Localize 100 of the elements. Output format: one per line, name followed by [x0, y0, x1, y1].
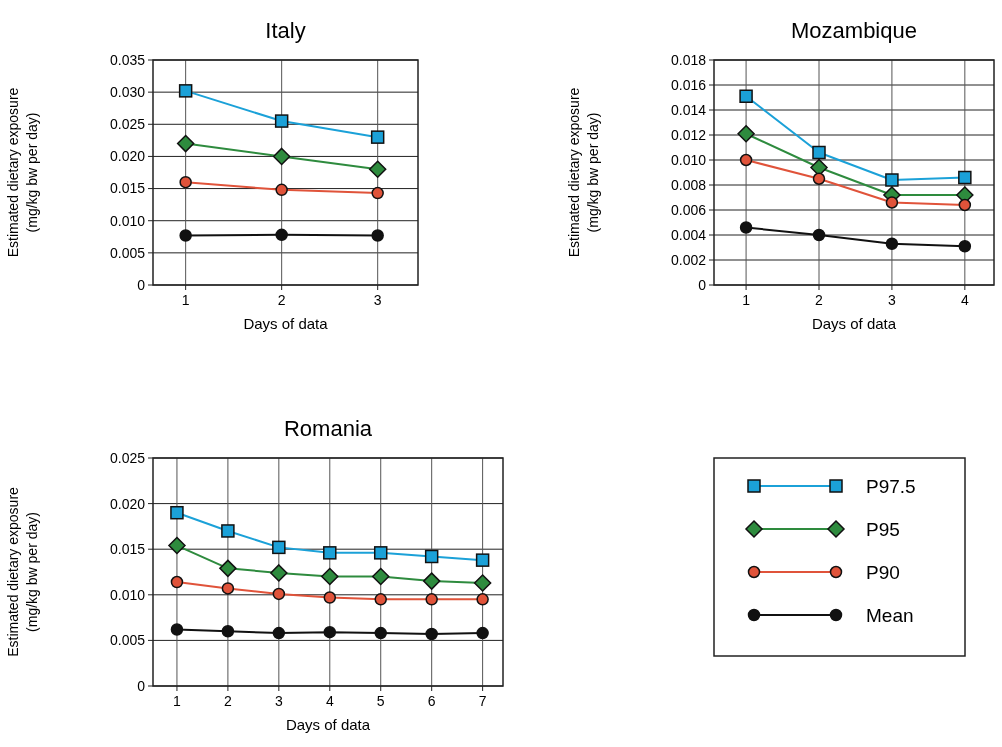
legend-label: Mean — [866, 604, 914, 626]
x-tick-label: 4 — [960, 292, 969, 308]
point — [476, 593, 489, 606]
point — [885, 173, 899, 187]
point — [374, 593, 387, 606]
y-tick-label: 0.004 — [670, 226, 707, 243]
x-tick-label: 3 — [888, 292, 897, 308]
y-tick-label: 0 — [698, 276, 707, 293]
x-tick-label: 3 — [373, 292, 382, 308]
point — [272, 626, 286, 640]
point — [739, 153, 753, 167]
point — [739, 89, 753, 103]
x-tick-label: 6 — [427, 693, 436, 709]
y-axis-title: Estimated dietary exposure (mg/kg bw per day) — [566, 87, 601, 258]
y-tick-label: 0.016 — [670, 76, 707, 93]
chart-title: Mozambique — [791, 18, 917, 43]
y-tick-label: 0.030 — [109, 84, 146, 101]
point — [371, 567, 390, 586]
point — [371, 229, 384, 242]
point — [176, 134, 195, 153]
point — [170, 575, 184, 589]
point — [221, 625, 235, 638]
point — [424, 549, 439, 564]
y-tick-label: 0.025 — [109, 449, 146, 466]
y-tick-label: 0.025 — [109, 116, 146, 133]
point — [368, 160, 387, 179]
y-tick-label: 0.002 — [670, 251, 707, 268]
x-tick-label: 5 — [376, 693, 385, 709]
point — [179, 229, 192, 242]
y-tick-label: 0.018 — [670, 51, 707, 68]
point — [168, 536, 186, 555]
point — [737, 125, 755, 143]
x-tick-label: 2 — [277, 292, 286, 308]
x-tick-label: 1 — [181, 292, 190, 308]
y-tick-label: 0.008 — [670, 176, 707, 193]
point — [812, 228, 826, 242]
point — [178, 84, 193, 98]
point — [476, 626, 489, 640]
point — [373, 546, 388, 560]
y-tick-label: 0.010 — [670, 151, 707, 168]
y-tick-label: 0.020 — [109, 495, 146, 512]
point — [275, 228, 288, 242]
point — [272, 540, 286, 555]
y-tick-label: 0.012 — [670, 126, 707, 143]
x-tick-label: 2 — [815, 292, 824, 308]
point — [323, 625, 337, 639]
legend-label: P97.5 — [866, 475, 916, 497]
point — [275, 183, 288, 197]
y-tick-label: 0.035 — [109, 51, 146, 68]
x-axis-title: Days of data — [811, 315, 897, 332]
y-tick-label: 0.015 — [109, 180, 146, 197]
x-tick-label: 3 — [274, 693, 283, 709]
y-axis-title: Estimated dietary exposure (mg/kg bw per day) — [5, 87, 40, 258]
y-tick-label: 0 — [137, 276, 146, 293]
point — [885, 237, 899, 250]
y-tick-label: 0.006 — [670, 201, 707, 218]
point — [272, 587, 286, 601]
y-tick-label: 0 — [137, 677, 146, 694]
point — [425, 627, 438, 641]
point — [323, 546, 337, 560]
legend-label: P95 — [866, 518, 900, 540]
y-tick-label: 0.010 — [109, 586, 146, 603]
x-tick-label: 2 — [223, 693, 232, 709]
point — [812, 145, 826, 160]
point — [958, 198, 972, 212]
y-tick-label: 0.005 — [109, 632, 146, 649]
y-tick-label: 0.010 — [109, 212, 146, 229]
point — [958, 240, 972, 253]
y-tick-label: 0.015 — [109, 541, 146, 558]
point — [323, 591, 337, 604]
point — [179, 175, 192, 189]
point — [370, 130, 385, 144]
point — [374, 626, 387, 640]
x-tick-label: 1 — [742, 292, 751, 308]
point — [274, 114, 289, 128]
point — [812, 172, 826, 185]
point — [221, 582, 235, 595]
point — [739, 221, 753, 234]
x-tick-label: 1 — [173, 693, 182, 709]
x-tick-label: 4 — [325, 693, 334, 709]
point — [885, 196, 899, 209]
legend-label: P90 — [866, 561, 900, 583]
chart-title: Italy — [265, 18, 306, 43]
point — [958, 170, 972, 185]
point — [371, 186, 384, 200]
x-tick-label: 7 — [478, 693, 487, 709]
point — [170, 623, 184, 636]
y-tick-label: 0.005 — [109, 244, 146, 261]
point — [272, 147, 291, 166]
y-tick-label: 0.014 — [670, 101, 707, 118]
y-axis-title: Estimated dietary exposure (mg/kg bw per day) — [5, 486, 40, 657]
point — [473, 574, 492, 592]
point — [425, 593, 438, 606]
x-axis-title: Days of data — [243, 315, 329, 332]
point — [475, 553, 490, 567]
point — [221, 524, 235, 538]
y-tick-label: 0.020 — [109, 148, 146, 165]
point — [422, 572, 441, 590]
point — [270, 564, 288, 582]
point — [219, 559, 237, 578]
